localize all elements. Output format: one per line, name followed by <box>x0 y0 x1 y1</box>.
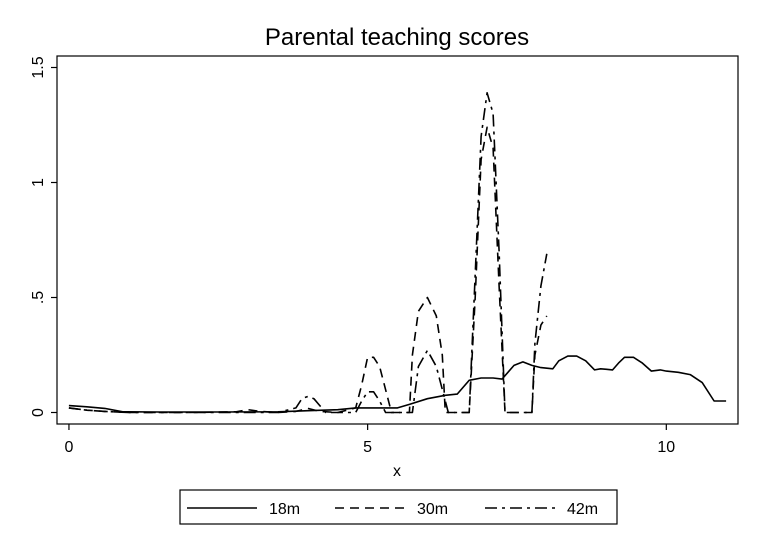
y-tick-label: 1 <box>30 178 47 187</box>
x-axis-label: x <box>393 463 401 480</box>
y-tick-label: .5 <box>30 291 47 304</box>
x-tick-label: 5 <box>363 439 372 456</box>
legend-label-18m: 18m <box>269 501 300 518</box>
legend-label-30m: 30m <box>417 501 448 518</box>
plot-area: 0 5 10 0 .5 1 1.5 <box>30 55 739 456</box>
series-line-42m <box>68 92 548 414</box>
y-tick-label: 0 <box>30 408 47 417</box>
legend-box <box>179 489 618 525</box>
series-line-18m <box>68 355 727 413</box>
y-tick-label: 1.5 <box>30 56 47 78</box>
x-tick-label: 10 <box>657 439 675 456</box>
legend: 18m 30m 42m <box>179 489 618 525</box>
legend-label-42m: 42m <box>567 501 598 518</box>
plot-frame <box>56 55 739 425</box>
chart-title: Parental teaching scores <box>265 24 529 51</box>
x-tick-label: 0 <box>64 439 73 456</box>
